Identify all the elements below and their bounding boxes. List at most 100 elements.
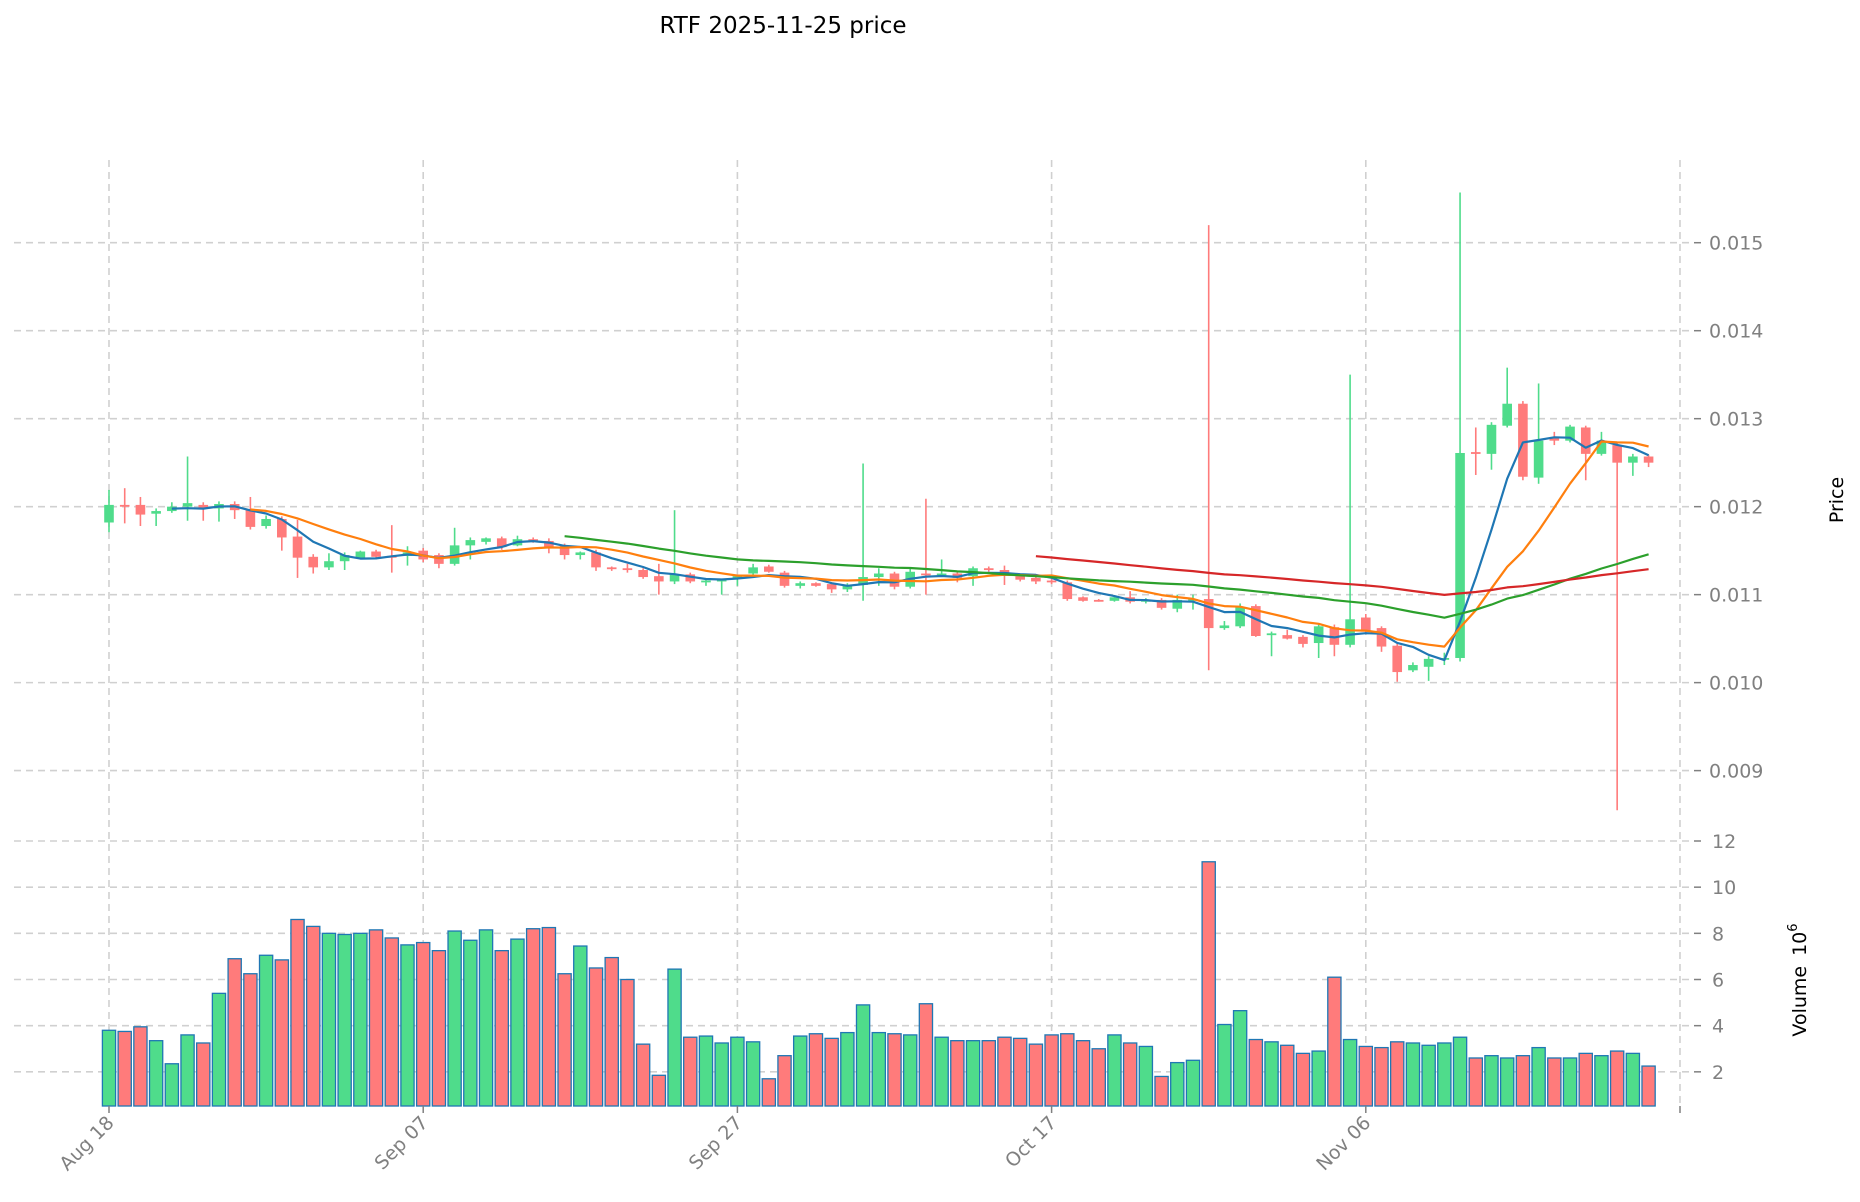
volume-bar [1154, 1075, 1169, 1107]
candle [1408, 662, 1418, 673]
candle [1266, 631, 1277, 657]
price-tick-label: 0.012 [1709, 497, 1763, 519]
candle-body [638, 570, 648, 578]
volume-bar [1091, 1048, 1106, 1107]
volume-bar [1295, 1052, 1311, 1107]
candle-body [1502, 403, 1512, 426]
volume-bar [557, 973, 572, 1107]
candle-body [308, 556, 319, 568]
candle [968, 566, 978, 586]
volume-bar [965, 1040, 981, 1107]
candle-body [135, 504, 146, 515]
candle-body [1455, 452, 1465, 658]
candle [685, 572, 696, 584]
candle [622, 563, 633, 573]
candle [308, 554, 319, 574]
candle [104, 489, 114, 533]
volume-bar [384, 937, 400, 1107]
candle [732, 575, 743, 586]
candle-body [575, 552, 586, 556]
price-tick-label: 0.009 [1709, 761, 1763, 783]
candle-body [1266, 633, 1277, 636]
candle [983, 566, 994, 572]
candle-body [1219, 625, 1230, 629]
volume-bar [1562, 1057, 1578, 1107]
candle-body [591, 552, 601, 568]
volume-bar [1138, 1045, 1154, 1107]
volume-bar [1342, 1038, 1358, 1107]
volume-bar [1531, 1046, 1546, 1107]
volume-bar [1499, 1057, 1515, 1107]
volume-bar [541, 926, 557, 1107]
candle [1580, 425, 1591, 481]
volume-bar [651, 1074, 667, 1107]
candle-body [748, 567, 758, 574]
candle [638, 568, 648, 579]
candle [1156, 598, 1167, 610]
candle [1329, 624, 1340, 657]
volume-bar [447, 930, 462, 1107]
volume-bar [431, 949, 447, 1107]
ma60-line [1035, 555, 1649, 597]
volume-bar [1122, 1042, 1138, 1107]
volume-bar [934, 1036, 949, 1107]
volume-bar [1311, 1050, 1326, 1107]
x-tick-label: Sep 27 [685, 1112, 747, 1174]
candle [1486, 422, 1497, 470]
candle [1549, 431, 1560, 446]
candle-body [1392, 645, 1403, 673]
candle [1565, 424, 1575, 443]
candle-body [1015, 576, 1025, 580]
candle-body [606, 567, 617, 570]
candle [449, 527, 460, 566]
candle [1125, 591, 1135, 604]
volume-bar [777, 1055, 792, 1107]
volume-bar [274, 959, 290, 1107]
x-tick-label: Aug 18 [55, 1112, 118, 1175]
candle-body [1078, 597, 1088, 601]
candle-body [1408, 665, 1418, 671]
volume-tick-label: 8 [1712, 923, 1724, 945]
volume-bar [620, 978, 635, 1107]
candle-body [936, 573, 947, 576]
candle-body [1612, 445, 1622, 463]
candle-body [1628, 456, 1638, 463]
candle [921, 498, 931, 595]
volume-bar [290, 918, 305, 1107]
candle [1612, 443, 1622, 811]
candle-body [104, 504, 114, 523]
candle-body [1203, 599, 1214, 629]
candle [214, 501, 224, 522]
candle-body [339, 555, 350, 562]
volume-bar [478, 929, 494, 1107]
volume-tick-label: 2 [1712, 1062, 1724, 1084]
volume-bar [227, 958, 242, 1107]
candle-body [1549, 438, 1560, 441]
price-tick-label: 0.015 [1709, 233, 1763, 255]
volume-bar [1484, 1055, 1499, 1107]
candle-body [669, 574, 680, 582]
candle [936, 559, 947, 578]
candle-body [151, 511, 161, 514]
chart-title: RTF 2025-11-25 price [659, 13, 906, 39]
candle [119, 488, 130, 524]
candle-body [1172, 599, 1183, 609]
candle-body [1093, 599, 1104, 602]
candle-body [811, 583, 821, 586]
volume-bar [1594, 1055, 1609, 1107]
volume-bar [1232, 1010, 1248, 1107]
candle-body [701, 580, 711, 583]
candle [182, 456, 193, 521]
volume-bar [683, 1036, 698, 1107]
volume-bar [525, 928, 541, 1107]
volume-bar [1060, 1033, 1075, 1107]
candle-body [1345, 619, 1355, 645]
candle [1502, 367, 1512, 428]
candle [151, 508, 161, 527]
volume-bar [337, 933, 352, 1107]
volume-bar [1044, 1034, 1059, 1107]
candle [669, 510, 680, 585]
volume-bar [714, 1042, 729, 1107]
volume-bar [1012, 1037, 1028, 1107]
candle [481, 537, 491, 545]
